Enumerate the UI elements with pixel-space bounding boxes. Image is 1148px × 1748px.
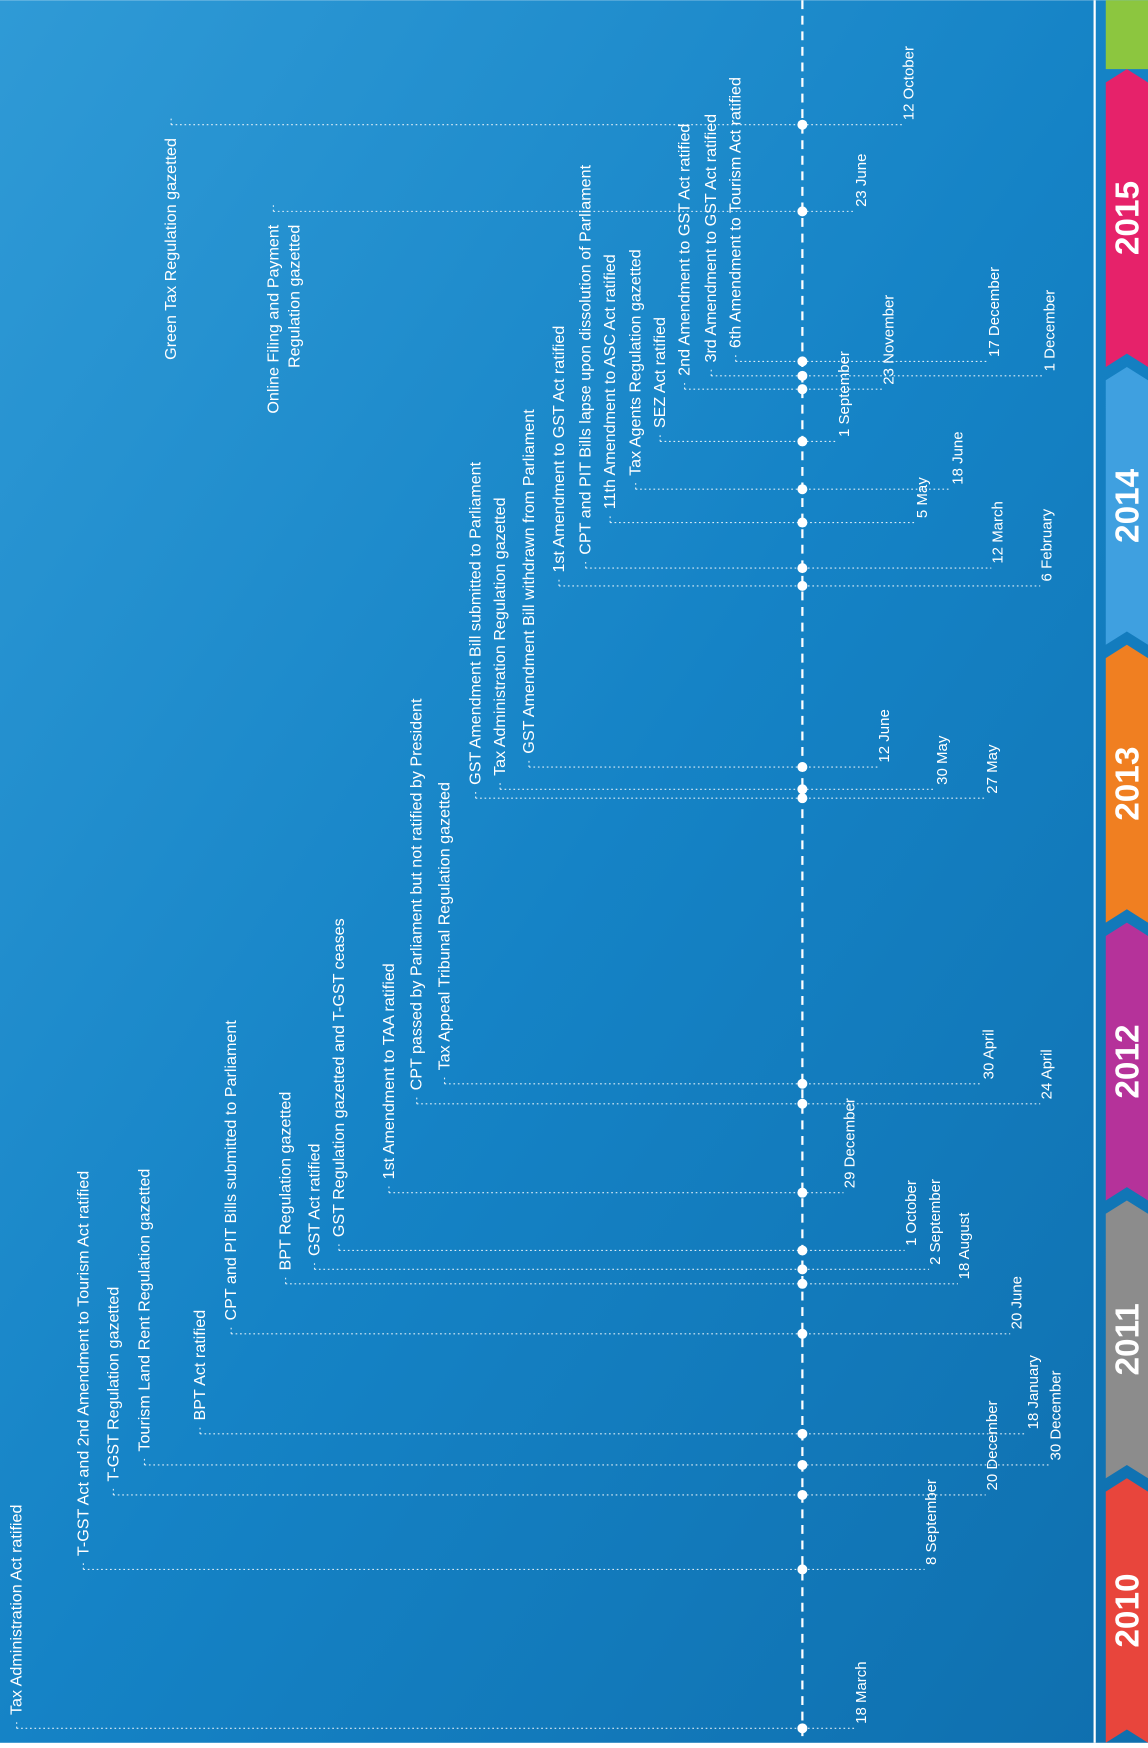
- event-label: SEZ Act ratified: [651, 317, 669, 428]
- year-label: 2013: [1109, 747, 1146, 821]
- event-date: 2 September: [927, 1179, 944, 1265]
- event-date: 6 February: [1038, 508, 1055, 581]
- event-date: 8 September: [923, 1479, 940, 1565]
- event-label: CPT passed by Parliament but not ratifie…: [408, 698, 426, 1090]
- event-dot: [797, 384, 808, 395]
- event-dot: [797, 580, 808, 591]
- year-tab: [1105, 366, 1148, 645]
- event-label: 1st Amendment to TAA ratified: [380, 963, 398, 1179]
- year-tab: [1105, 0, 1148, 70]
- event-date: 12 October: [901, 46, 918, 120]
- year-label: 2010: [1109, 1573, 1146, 1647]
- event-dot: [797, 206, 808, 217]
- event-label: CPT and PIT Bills lapse upon dissolution…: [577, 164, 595, 554]
- event-date: 12 June: [876, 709, 893, 762]
- event-dot: [797, 1489, 808, 1500]
- event-label: Regulation gazetted: [286, 225, 304, 368]
- event-date: 12 March: [989, 501, 1006, 564]
- year-tab: [1105, 1200, 1148, 1479]
- event-label: Tourism Land Rent Regulation gazetted: [135, 1169, 153, 1452]
- event-date: 18 June: [949, 431, 966, 484]
- event-dot: [797, 793, 808, 804]
- event-label: Green Tax Regulation gazetted: [162, 138, 180, 360]
- event-label: GST Amendment Bill submitted to Parliame…: [467, 461, 485, 784]
- year-tab: [1105, 644, 1148, 923]
- event-date: 23 November: [881, 295, 898, 385]
- event-dot: [797, 484, 808, 495]
- event-label: 11th Amendment to ASC Act ratified: [601, 254, 619, 509]
- event-label: CPT and PIT Bills submitted to Parliamen…: [222, 1020, 240, 1321]
- year-label: 2014: [1109, 468, 1146, 543]
- event-label: 1st Amendment to GST Act ratified: [550, 326, 568, 573]
- event-dot: [797, 563, 808, 574]
- year-label: 2011: [1109, 1303, 1146, 1375]
- event-date: 1 September: [836, 351, 853, 437]
- event-label: 6th Amendment to Tourism Act ratified: [727, 77, 745, 348]
- event-label: Tax Appeal Tribunal Regulation gazetted: [436, 782, 454, 1070]
- event-date: 30 April: [981, 1029, 998, 1079]
- event-dot: [797, 1278, 808, 1289]
- event-label: GST Amendment Bill withdrawn from Parlia…: [520, 409, 538, 754]
- event-date: 27 May: [984, 744, 1001, 794]
- event-date: 30 December: [1047, 1370, 1064, 1460]
- event-dot: [797, 356, 808, 367]
- event-dot: [797, 1245, 808, 1256]
- event-label: Tax Agents Regulation gazetted: [627, 249, 645, 476]
- event-label: GST Act ratified: [306, 1144, 324, 1257]
- event-dot: [797, 1328, 808, 1339]
- event-date: 30 May: [934, 735, 951, 785]
- event-date: 20 December: [984, 1400, 1001, 1490]
- event-label: BPT Act ratified: [191, 1310, 209, 1421]
- event-label: Tax Administration Act ratified: [8, 1505, 26, 1715]
- event-label: BPT Regulation gazetted: [277, 1092, 295, 1271]
- event-date: 1 December: [1042, 290, 1059, 372]
- event-dot: [797, 1723, 808, 1734]
- event-date: 18 January: [1025, 1355, 1042, 1430]
- event-dot: [797, 1078, 808, 1089]
- event-date: 29 December: [842, 1098, 859, 1188]
- year-label: 2012: [1109, 1024, 1146, 1098]
- event-label: GST Regulation gazetted and T-GST ceases: [330, 918, 348, 1237]
- event-dot: [797, 1264, 808, 1275]
- event-date: 24 April: [1038, 1049, 1055, 1099]
- event-date: 23 June: [853, 154, 870, 207]
- year-label: 2015: [1109, 181, 1146, 255]
- event-label: Tax Administration Regulation gazetted: [491, 497, 509, 776]
- event-date: 18 August: [956, 1212, 973, 1280]
- event-dot: [797, 1564, 808, 1575]
- event-dot: [797, 762, 808, 773]
- event-dot: [797, 1187, 808, 1198]
- event-dot: [797, 1428, 808, 1439]
- event-date: 1 October: [903, 1180, 920, 1246]
- event-date: 5 May: [914, 477, 931, 518]
- event-dot: [797, 370, 808, 381]
- event-label: T-GST Regulation gazetted: [104, 1287, 122, 1482]
- event-label: Online Filing and Payment: [264, 224, 282, 413]
- year-tab: [1105, 69, 1148, 367]
- event-label: 2nd Amendment to GST Act ratified: [676, 124, 694, 376]
- event-dot: [797, 517, 808, 528]
- event-dot: [797, 119, 808, 130]
- event-label: T-GST Act and 2nd Amendment to Tourism A…: [74, 1171, 92, 1556]
- event-dot: [797, 1459, 808, 1470]
- event-dot: [797, 436, 808, 447]
- year-tab: [1105, 922, 1148, 1201]
- event-date: 18 March: [853, 1661, 870, 1724]
- event-label: 3rd Amendment to GST Act ratified: [702, 114, 720, 363]
- event-dot: [797, 784, 808, 795]
- event-dot: [797, 1098, 808, 1109]
- event-date: 20 June: [1008, 1276, 1025, 1329]
- year-tab: [1105, 1478, 1148, 1743]
- event-date: 17 December: [986, 267, 1003, 357]
